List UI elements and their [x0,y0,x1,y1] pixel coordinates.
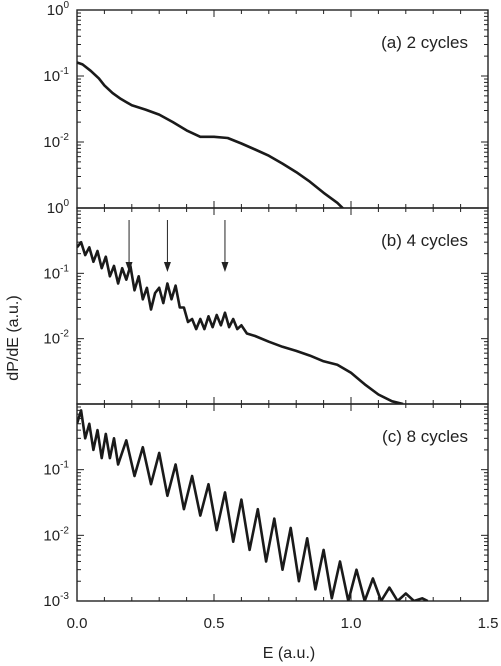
panels-layer: 100 10-1 10-2 (a) 2 cycles 100 10-1 10-2 (b) 4 … [43,0,489,610]
x-tick-label: 1.5 [478,615,499,632]
data-curve [77,240,404,404]
x-tick-label: 1.0 [341,615,362,632]
x-tick-label: 0.0 [67,615,88,632]
panel-label: (c) 8 cycles [382,427,468,446]
panel-label: (a) 2 cycles [381,33,468,52]
x-axis: 0.0 0.5 1.0 1.5 [67,615,499,632]
arrow-head [163,262,171,272]
panel-frame [76,403,489,602]
panel-label: (b) 4 cycles [381,231,468,250]
annotation-arrow [163,220,171,272]
y-tick-label: 10-1 [43,460,69,479]
data-curve [77,61,345,208]
y-tick-label: 10-2 [43,525,69,544]
y-tick-label: 10-1 [43,263,69,282]
y-tick-label: 10-1 [43,66,69,85]
panel-3: 10-1 10-2 10-3 (c) 8 cycles [43,403,489,610]
data-curve [77,409,429,601]
y-tick-label: 100 [47,0,70,19]
x-tick-label: 0.5 [204,615,225,632]
arrow-head [125,262,133,272]
panel-2: 100 10-1 10-2 (b) 4 cycles [43,198,489,405]
annotation-arrow [221,220,229,272]
annotation-arrow [125,220,133,272]
y-tick-label: 10-2 [43,329,69,348]
panel-1: 100 10-1 10-2 (a) 2 cycles [43,0,489,209]
x-axis-title: E (a.u.) [263,645,315,662]
arrow-head [221,262,229,272]
y-tick-label: 10-2 [43,132,69,151]
y-tick-label: 100 [47,198,70,217]
y-tick-label: 10-3 [43,591,69,610]
y-axis-title: dP/dE (a.u.) [5,295,22,380]
